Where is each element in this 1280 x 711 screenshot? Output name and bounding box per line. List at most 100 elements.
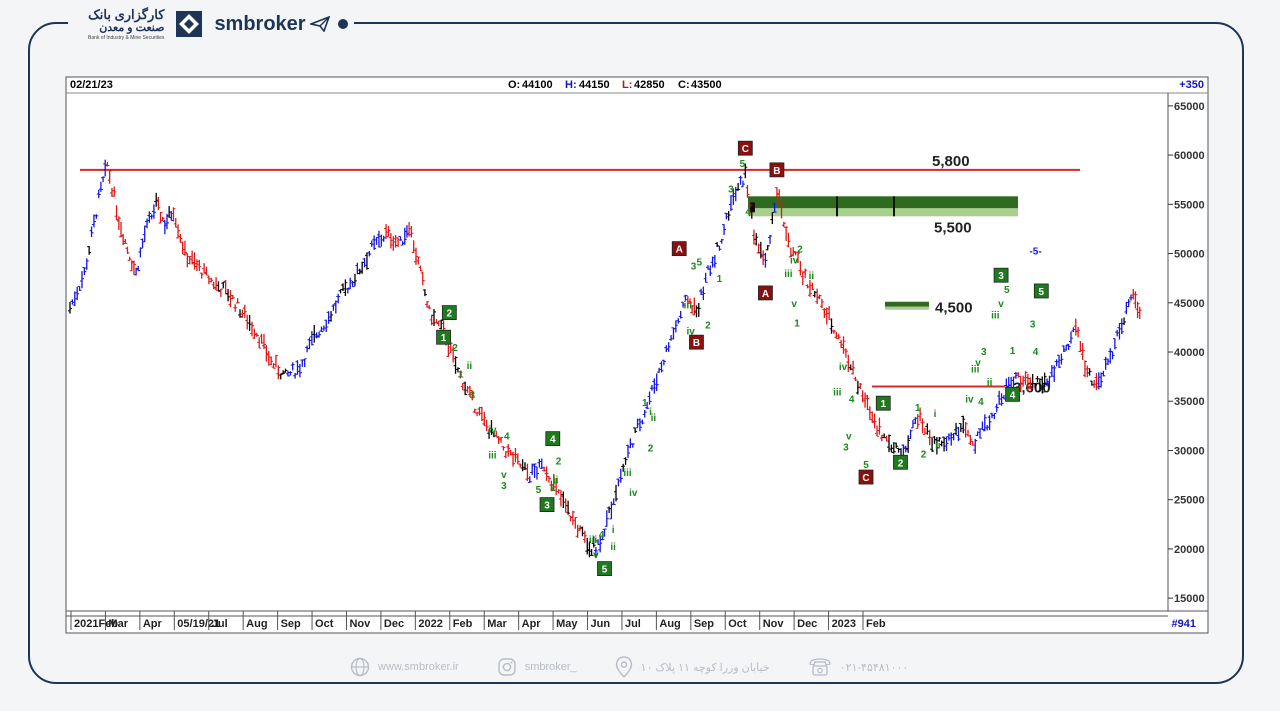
price-bar <box>357 268 362 275</box>
price-bar <box>745 184 750 198</box>
price-bar <box>831 329 836 334</box>
wave-small-label: 1 <box>1010 346 1016 357</box>
price-bar <box>197 259 202 272</box>
wave-small-label: i <box>649 407 652 418</box>
price-bar <box>355 262 360 275</box>
price-bar <box>944 436 949 451</box>
price-bar <box>402 227 407 245</box>
footer-phone[interactable]: ۰۲۱-۴۵۴۸۱۰۰۰ <box>808 657 908 677</box>
wave-small-label: 1 <box>458 370 464 381</box>
wave-small-label: i <box>612 525 615 536</box>
high-value: 44150 <box>579 79 610 91</box>
wave-box-label: 5 <box>1039 287 1045 298</box>
wave-small-label: 4 <box>599 530 605 541</box>
price-bar <box>518 463 523 468</box>
price-bar <box>116 216 121 231</box>
price-bar <box>616 478 621 487</box>
price-bar <box>786 232 791 248</box>
price-bar <box>1126 299 1131 308</box>
price-bar <box>388 233 393 249</box>
price-bar <box>281 370 286 375</box>
x-tick-label: 2022 <box>418 618 442 630</box>
price-bar <box>817 294 822 300</box>
wave-small-label: -5- <box>1029 247 1041 258</box>
price-bar <box>1049 365 1054 377</box>
price-bar <box>772 202 777 213</box>
price-bar <box>171 207 176 222</box>
price-bar <box>645 402 650 410</box>
price-bar <box>777 189 782 206</box>
price-bar <box>819 298 824 309</box>
wave-small-label: 3 <box>843 443 849 454</box>
price-bar <box>463 381 468 396</box>
price-bar <box>482 411 487 426</box>
price-bar <box>242 304 247 318</box>
price-bar <box>194 259 199 272</box>
wave-small-label: 5 <box>863 460 869 471</box>
price-bar <box>350 280 355 288</box>
site-brand: smbroker <box>214 13 348 36</box>
price-bar <box>558 490 563 507</box>
price-bar <box>539 458 544 469</box>
wave-small-label: 4 <box>1033 347 1039 358</box>
price-bar <box>1025 374 1030 392</box>
price-bar <box>264 345 269 362</box>
price-bar <box>331 304 336 311</box>
price-bar <box>523 462 527 470</box>
price-bar <box>425 301 430 308</box>
price-bar <box>283 368 288 373</box>
footer-instagram[interactable]: smbroker_ <box>497 657 577 677</box>
price-bar <box>805 284 810 289</box>
wave-small-label: 1 <box>642 398 648 409</box>
price-bar <box>611 498 616 505</box>
price-bar <box>985 425 990 431</box>
price-bar <box>768 234 773 244</box>
price-bar <box>956 426 961 441</box>
price-bar <box>506 444 511 457</box>
price-bar <box>654 373 659 392</box>
price-bar <box>1110 351 1115 360</box>
footer-website[interactable]: www.smbroker.ir <box>350 657 459 677</box>
high-label: H: <box>565 79 577 91</box>
price-bar <box>896 447 901 453</box>
wave-small-label: v <box>998 299 1004 310</box>
price-bar <box>319 326 324 333</box>
price-bar <box>1047 375 1052 388</box>
price-bar <box>589 548 594 556</box>
price-bar <box>963 422 968 438</box>
price-bar <box>534 466 539 480</box>
price-bar <box>765 244 770 251</box>
price-bar <box>364 252 369 270</box>
price-bar <box>1137 306 1142 319</box>
price-bar <box>602 528 607 537</box>
price-bar <box>910 420 915 429</box>
price-bar <box>1028 377 1033 390</box>
price-bar <box>872 413 877 429</box>
price-bar <box>930 437 935 452</box>
wave-small-label: iv <box>790 255 799 266</box>
price-bar <box>259 333 264 344</box>
price-bar <box>487 429 492 439</box>
price-bar <box>575 524 580 538</box>
x-tick-label: Sep <box>694 618 714 630</box>
price-bar <box>434 319 439 324</box>
price-bar <box>987 415 992 431</box>
price-bar <box>439 319 444 330</box>
price-bar <box>257 337 262 349</box>
x-tick-label: 05/19/21 <box>177 618 220 630</box>
brand-dot <box>337 19 348 29</box>
wave-box-label: 5 <box>602 565 608 576</box>
price-bar <box>75 286 80 301</box>
price-bar <box>875 425 880 437</box>
support-band-4500 <box>885 301 929 307</box>
wave-small-label: iii <box>488 450 497 461</box>
price-bar <box>107 170 112 184</box>
price-bar <box>578 525 583 531</box>
price-bar <box>226 288 231 302</box>
price-bar <box>633 427 638 434</box>
price-bar <box>887 434 891 453</box>
price-bar <box>233 304 238 312</box>
price-bar <box>185 253 190 268</box>
price-bar <box>604 510 609 527</box>
